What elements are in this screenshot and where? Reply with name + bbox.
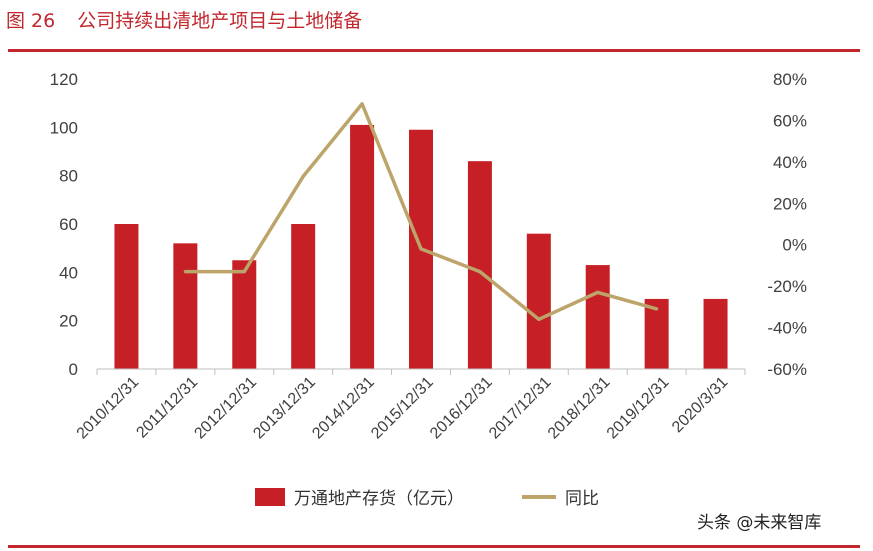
bar: [703, 298, 728, 369]
y2-tick-label: 40%: [773, 153, 807, 172]
x-tick-label: 2016/12/31: [427, 374, 496, 443]
bar: [526, 233, 551, 369]
line-point: [242, 270, 246, 274]
legend-label-bar: 万通地产存货（亿元）: [294, 489, 464, 509]
bar: [644, 298, 669, 369]
bar: [291, 224, 316, 369]
bar: [467, 161, 492, 369]
legend-label-line: 同比: [565, 489, 599, 509]
bar: [350, 124, 375, 370]
y-tick-label: 120: [50, 70, 78, 89]
x-tick-label: 2014/12/31: [309, 374, 378, 443]
x-tick-label: 2013/12/31: [250, 374, 319, 443]
bar: [232, 260, 257, 369]
y2-tick-label: 0%: [782, 236, 807, 255]
legend-swatch-bar: [255, 488, 285, 506]
y-tick-label: 0: [69, 360, 78, 379]
top-rule: [8, 49, 860, 52]
x-tick-label: 2018/12/31: [545, 374, 614, 443]
bar: [114, 224, 139, 369]
x-tick-label: 2019/12/31: [604, 374, 673, 443]
line-point: [655, 307, 659, 311]
y-tick-label: 80: [59, 167, 78, 186]
line-point: [301, 174, 305, 178]
figure-number: 图 26: [6, 10, 56, 32]
line-point: [360, 102, 364, 106]
line-point: [596, 290, 600, 294]
y2-tick-label: 20%: [773, 194, 807, 213]
line-point: [419, 247, 423, 251]
y2-tick-label: 80%: [773, 70, 807, 89]
y2-tick-label: 60%: [773, 111, 807, 130]
y2-tick-label: -60%: [767, 360, 807, 379]
x-tick-label: 2012/12/31: [191, 374, 260, 443]
x-tick-label: 2017/12/31: [486, 374, 555, 443]
y2-tick-label: -40%: [767, 319, 807, 338]
y2-tick-label: -20%: [767, 277, 807, 296]
line-point: [537, 317, 541, 321]
bar: [585, 265, 610, 369]
x-tick-label: 2010/12/31: [74, 374, 143, 443]
watermark: 头条 @未来智库: [697, 513, 822, 533]
x-tick-label: 2020/3/31: [669, 374, 731, 436]
x-tick-label: 2015/12/31: [368, 374, 437, 443]
bottom-rule: [8, 545, 860, 548]
y-tick-label: 20: [59, 312, 78, 331]
line-point: [478, 270, 482, 274]
figure-title: 图 26 公司持续出清地产项目与土地储备: [6, 4, 362, 38]
bar: [173, 243, 198, 369]
line-point: [183, 270, 187, 274]
figure-caption: 公司持续出清地产项目与土地储备: [77, 10, 363, 32]
y-tick-label: 100: [50, 118, 78, 137]
y-tick-label: 60: [59, 215, 78, 234]
y-tick-label: 40: [59, 263, 78, 282]
